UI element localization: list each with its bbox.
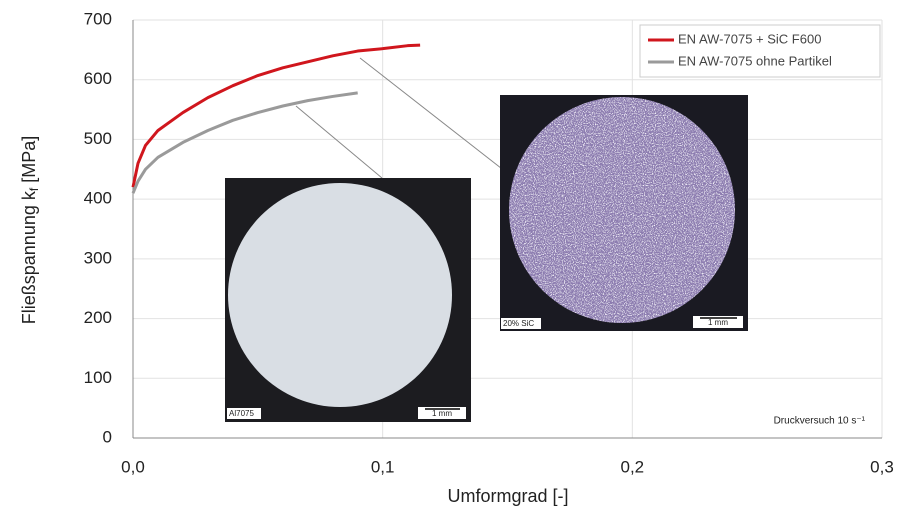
connector xyxy=(360,58,506,172)
x-tick-label: 0,1 xyxy=(371,457,395,476)
y-label-main: Fließspannung k xyxy=(19,190,39,324)
y-axis-label: Fließspannung kf [MPa] xyxy=(19,136,41,324)
x-tick-label: 0,0 xyxy=(121,457,145,476)
y-label-sub: f xyxy=(27,187,41,191)
y-label-unit: [MPa] xyxy=(19,136,39,183)
inset-scale: 1 mm xyxy=(708,318,728,327)
connector xyxy=(296,106,382,178)
inset-scale: 1 mm xyxy=(432,409,452,418)
x-axis-label: Umformgrad [-] xyxy=(447,486,568,506)
y-tick-label: 700 xyxy=(84,9,112,28)
chart: Fließspannung kf [MPa] Umformgrad [-] Dru… xyxy=(0,0,900,512)
annotation: Druckversuch 10 s⁻¹ xyxy=(774,416,866,427)
inset-label: Al7075 xyxy=(229,409,254,418)
x-tick-label: 0,3 xyxy=(870,457,894,476)
legend: EN AW-7075 + SiC F600 EN AW-7075 ohne Par… xyxy=(640,25,880,77)
y-tick-label: 200 xyxy=(84,308,112,327)
y-tick-label: 300 xyxy=(84,248,112,267)
legend-label: EN AW-7075 ohne Partikel xyxy=(678,53,832,68)
x-tick-label: 0,2 xyxy=(621,457,645,476)
inset-label: 20% SiC xyxy=(503,319,534,328)
y-tick-label: 500 xyxy=(84,129,112,148)
y-tick-label: 600 xyxy=(84,69,112,88)
inset-image: Al7075 1 mm xyxy=(225,178,471,422)
plot: 0 100 200 300 400 500 600 700 0,0 0,1 0,2 0,3 xyxy=(84,9,894,476)
legend-label: EN AW-7075 + SiC F600 xyxy=(678,31,821,46)
inset-image: 20% SiC 1 mm xyxy=(500,95,748,331)
y-tick-label: 400 xyxy=(84,189,112,208)
series-line xyxy=(133,45,420,187)
y-tick-label: 100 xyxy=(84,368,112,387)
y-tick-label: 0 xyxy=(103,427,112,446)
